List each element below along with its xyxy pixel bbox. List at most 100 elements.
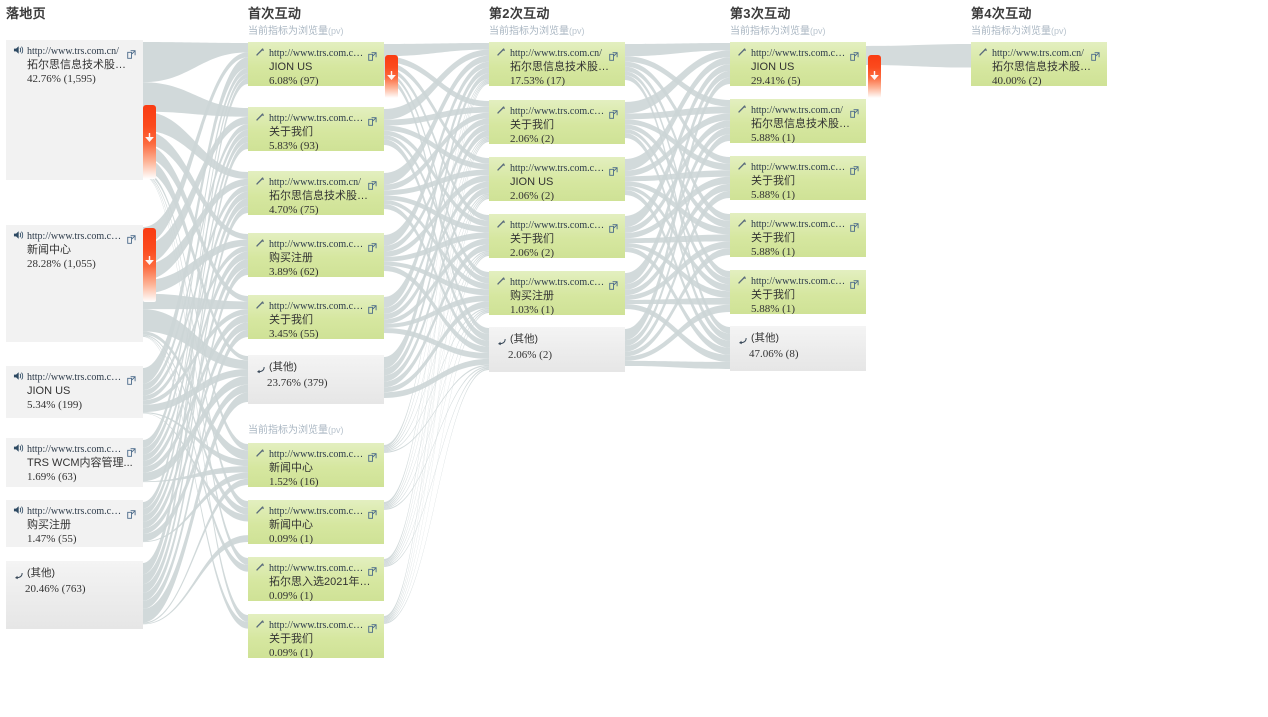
node-url-row: http://www.trs.com.cn/... bbox=[255, 619, 377, 633]
sankey-node[interactable]: http://www.trs.com.cn/... TRS WCM内容管理... 1… bbox=[6, 438, 143, 487]
sankey-node[interactable]: http://www.trs.com.cn/... JION US 5.34% (1… bbox=[6, 366, 143, 418]
external-link-icon[interactable] bbox=[368, 301, 377, 314]
external-link-icon[interactable] bbox=[127, 506, 136, 519]
sankey-node[interactable]: http://www.trs.com.cn/拓尔思信息技术股份有限... 5.88… bbox=[730, 99, 866, 143]
sankey-node[interactable]: http://www.trs.com.cn/... 关于我们 3.45% (55) bbox=[248, 295, 384, 339]
sankey-node[interactable]: http://www.trs.com.cn/... 关于我们 5.88% (1) bbox=[730, 213, 866, 257]
external-link-icon[interactable] bbox=[127, 444, 136, 457]
sankey-node[interactable]: http://www.trs.com.cn/拓尔思信息技术股份有限... 40.0… bbox=[971, 42, 1107, 86]
sankey-node[interactable]: http://www.trs.com.cn/... 关于我们 5.83% (93) bbox=[248, 107, 384, 151]
speaker-icon bbox=[13, 45, 24, 55]
external-link-icon[interactable] bbox=[609, 277, 618, 290]
external-link-icon[interactable] bbox=[368, 239, 377, 252]
sankey-node[interactable]: http://www.trs.com.cn/拓尔思信息技术股份有限... 42.7… bbox=[6, 40, 143, 180]
external-link-icon[interactable] bbox=[127, 372, 136, 385]
external-link-icon[interactable] bbox=[850, 219, 859, 232]
node-url-row: http://www.trs.com.cn/... bbox=[13, 443, 136, 457]
node-value: 1.47% (55) bbox=[27, 533, 77, 545]
node-other-header: (其他) bbox=[737, 331, 859, 344]
node-label: (其他) bbox=[751, 331, 779, 344]
node-label: 拓尔思信息技术股份有限... bbox=[510, 61, 618, 73]
column-title: 第2次互动 bbox=[489, 6, 550, 21]
sankey-ribbon bbox=[625, 124, 730, 228]
sankey-ribbon bbox=[384, 232, 489, 262]
sankey-ribbon bbox=[384, 181, 489, 320]
hook-arrow-icon bbox=[496, 334, 507, 345]
sankey-ribbon bbox=[143, 142, 248, 585]
column-header-landing: 落地页 bbox=[6, 6, 46, 22]
sankey-node[interactable]: http://www.trs.com.cn/... JION US 6.08% (9… bbox=[248, 42, 384, 86]
column-title: 首次互动 bbox=[248, 6, 302, 21]
node-url-row: http://www.trs.com.cn/ bbox=[496, 47, 618, 61]
external-link-icon[interactable] bbox=[368, 48, 377, 61]
external-link-icon[interactable] bbox=[127, 46, 136, 59]
external-link-icon[interactable] bbox=[609, 106, 618, 119]
link-icon bbox=[737, 218, 748, 228]
drop-indicator-2[interactable] bbox=[143, 228, 156, 302]
sankey-node[interactable]: http://www.trs.com.cn/... 新闻中心 0.09% (1) bbox=[248, 500, 384, 544]
hook-arrow-icon bbox=[737, 333, 748, 344]
sankey-node[interactable]: http://www.trs.com.cn/... 拓尔思入选2021年度... 0… bbox=[248, 557, 384, 601]
column-title: 第4次互动 bbox=[971, 6, 1032, 21]
external-link-icon[interactable] bbox=[850, 105, 859, 118]
sankey-ribbon bbox=[143, 331, 248, 460]
node-url-text: http://www.trs.com.cn/... bbox=[27, 444, 123, 455]
external-link-icon[interactable] bbox=[850, 276, 859, 289]
sankey-node-other[interactable]: (其他) 23.76% (379) bbox=[248, 355, 384, 404]
node-value: 5.34% (199) bbox=[27, 399, 82, 411]
sankey-ribbon bbox=[384, 252, 489, 508]
sankey-node[interactable]: http://www.trs.com.cn/拓尔思信息技术股份有限... 17.5… bbox=[489, 42, 625, 86]
external-link-icon[interactable] bbox=[368, 177, 377, 190]
external-link-icon[interactable] bbox=[127, 231, 136, 244]
sankey-ribbon bbox=[625, 75, 730, 334]
node-value: 28.28% (1,055) bbox=[27, 258, 96, 270]
node-label: 关于我们 bbox=[751, 175, 795, 187]
external-link-icon[interactable] bbox=[368, 449, 377, 462]
sankey-ribbon bbox=[384, 78, 489, 448]
sankey-node[interactable]: http://www.trs.com.cn/... 关于我们 0.09% (1) bbox=[248, 614, 384, 658]
external-link-icon[interactable] bbox=[368, 506, 377, 519]
sankey-node[interactable]: http://www.trs.com.cn/... 新闻中心 1.52% (16) bbox=[248, 443, 384, 487]
sankey-node-other[interactable]: (其他) 47.06% (8) bbox=[730, 326, 866, 371]
node-url-text: http://www.trs.com.cn/... bbox=[751, 162, 846, 173]
external-link-icon[interactable] bbox=[368, 620, 377, 633]
node-url-row: http://www.trs.com.cn/... bbox=[496, 105, 618, 119]
drop-indicator-3[interactable] bbox=[385, 55, 398, 98]
node-label: 关于我们 bbox=[751, 232, 795, 244]
external-link-icon[interactable] bbox=[1091, 48, 1100, 61]
sankey-node[interactable]: http://www.trs.com.cn/... 购买注册 1.03% (1) bbox=[489, 271, 625, 315]
sankey-ribbon bbox=[143, 129, 248, 455]
sankey-ribbon bbox=[143, 472, 248, 543]
external-link-icon[interactable] bbox=[368, 113, 377, 126]
sankey-node[interactable]: http://www.trs.com.cn/... JION US 29.41% (… bbox=[730, 42, 866, 86]
sankey-ribbon bbox=[384, 253, 489, 565]
sankey-ribbon bbox=[625, 246, 730, 355]
sankey-node[interactable]: http://www.trs.com.cn/... 新闻中心 28.28% (1,0… bbox=[6, 225, 143, 342]
sankey-ribbon bbox=[143, 246, 248, 401]
external-link-icon[interactable] bbox=[850, 48, 859, 61]
drop-indicator-1[interactable] bbox=[143, 105, 156, 179]
sankey-node-other[interactable]: (其他) 2.06% (2) bbox=[489, 327, 625, 372]
sankey-node[interactable]: http://www.trs.com.cn/... 关于我们 5.88% (1) bbox=[730, 156, 866, 200]
node-label: JION US bbox=[27, 385, 71, 397]
external-link-icon[interactable] bbox=[609, 220, 618, 233]
sankey-node[interactable]: http://www.trs.com.cn/... 购买注册 3.89% (62) bbox=[248, 233, 384, 277]
sankey-node[interactable]: http://www.trs.com.cn/... 关于我们 2.06% (2) bbox=[489, 100, 625, 144]
link-icon bbox=[255, 619, 266, 629]
sankey-ribbon bbox=[384, 194, 489, 507]
external-link-icon[interactable] bbox=[609, 163, 618, 176]
external-link-icon[interactable] bbox=[368, 563, 377, 576]
external-link-icon[interactable] bbox=[609, 48, 618, 61]
sankey-node[interactable]: http://www.trs.com.cn/... 关于我们 5.88% (1) bbox=[730, 270, 866, 314]
sankey-ribbon bbox=[384, 82, 489, 619]
node-url-text: http://www.trs.com.cn/... bbox=[510, 106, 605, 117]
sankey-node[interactable]: http://www.trs.com.cn/拓尔思信息技术股份有限... 4.70… bbox=[248, 171, 384, 215]
sankey-node-other[interactable]: (其他) 20.46% (763) bbox=[6, 561, 143, 629]
drop-indicator-4[interactable] bbox=[868, 55, 881, 98]
sankey-node[interactable]: http://www.trs.com.cn/... JION US 2.06% (2… bbox=[489, 157, 625, 201]
external-link-icon[interactable] bbox=[850, 162, 859, 175]
node-value: 6.08% (97) bbox=[269, 75, 319, 86]
sankey-node[interactable]: http://www.trs.com.cn/... 购买注册 1.47% (55) bbox=[6, 500, 143, 547]
sankey-node[interactable]: http://www.trs.com.cn/... 关于我们 2.06% (2) bbox=[489, 214, 625, 258]
